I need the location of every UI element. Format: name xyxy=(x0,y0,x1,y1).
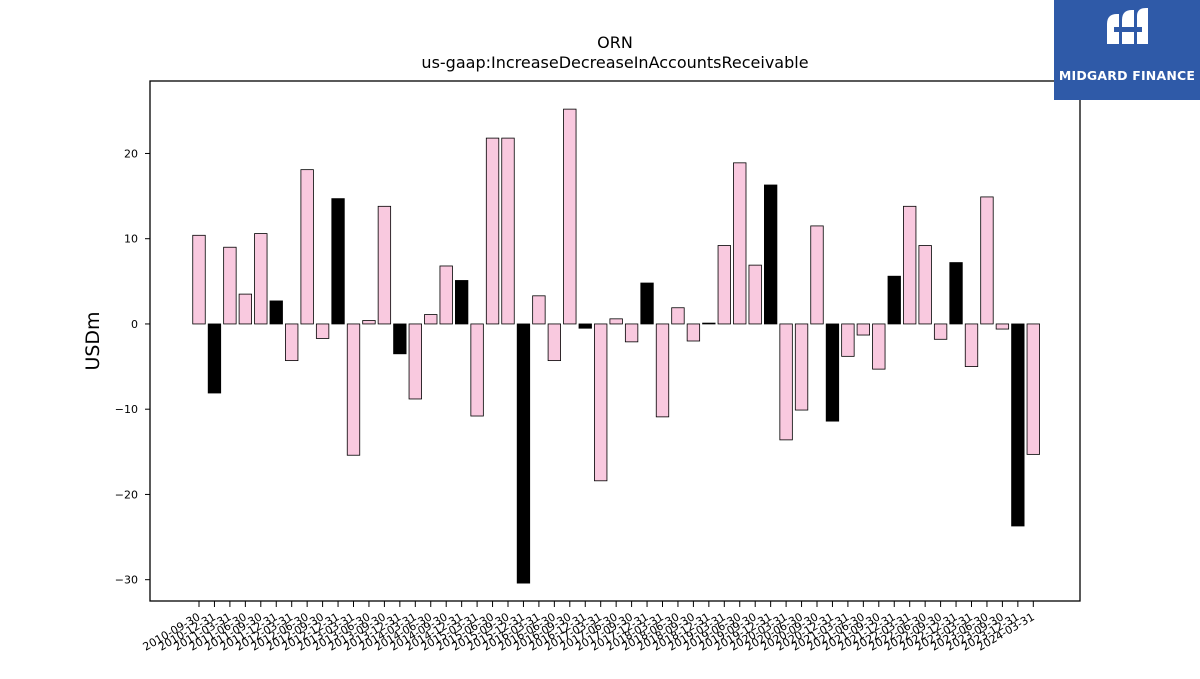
x-axis: 2010-09-302010-12-312011-03-312011-06-30… xyxy=(141,601,1037,654)
bar-2018-06-30 xyxy=(671,307,685,325)
bar-2016-09-30 xyxy=(563,108,577,325)
bar-2020-12-31 xyxy=(825,323,840,422)
y-tick-label: −20 xyxy=(115,488,138,501)
bar-2016-03-31 xyxy=(532,295,546,325)
bar-2020-03-31 xyxy=(779,323,793,441)
midgard-logo-icon xyxy=(1107,8,1148,44)
bars-layer xyxy=(192,108,1040,584)
bar-2014-06-30 xyxy=(424,314,438,325)
bar-2011-09-30 xyxy=(254,233,268,325)
bar-2023-09-30 xyxy=(995,323,1010,330)
brand-name: MIDGARD FINANCE xyxy=(1058,68,1196,83)
bar-2021-12-31 xyxy=(887,275,901,325)
bar-2021-03-31 xyxy=(841,323,855,357)
bar-2022-06-30 xyxy=(918,245,932,325)
bar-2015-09-30 xyxy=(501,137,515,325)
bar-2024-03-31 xyxy=(1026,323,1040,455)
bar-2018-03-31 xyxy=(655,323,670,418)
bar-2011-12-31 xyxy=(269,300,283,325)
bar-2013-03-31 xyxy=(346,323,361,456)
bar-2014-03-31 xyxy=(408,323,422,400)
bar-2015-12-31 xyxy=(516,323,531,584)
y-tick-label: 10 xyxy=(124,233,138,246)
bar-2017-03-31 xyxy=(594,323,608,482)
bar-2014-09-30 xyxy=(439,265,453,325)
bar-2022-12-31 xyxy=(949,262,963,325)
bar-2012-12-31 xyxy=(331,198,345,325)
bar-2013-09-30 xyxy=(377,205,392,325)
bar-2015-06-30 xyxy=(485,137,500,325)
bar-2020-06-30 xyxy=(794,323,809,411)
bar-2012-03-31 xyxy=(285,323,299,362)
bar-2019-03-31 xyxy=(717,245,731,325)
bar-2019-09-30 xyxy=(748,264,762,325)
bar-2017-12-31 xyxy=(640,282,654,325)
bar-2017-06-30 xyxy=(609,318,623,325)
bar-2016-12-31 xyxy=(578,323,592,329)
bar-2023-03-31 xyxy=(964,323,979,367)
bar-2010-12-31 xyxy=(207,323,222,394)
y-tick-label: −10 xyxy=(115,403,138,416)
bar-2022-09-30 xyxy=(933,323,948,340)
y-tick-label: 0 xyxy=(131,318,138,331)
bar-2011-03-31 xyxy=(223,246,237,325)
y-axis-label: USDm xyxy=(82,311,104,370)
bar-2015-03-31 xyxy=(470,323,484,417)
plot-frame xyxy=(149,80,1081,602)
bar-2014-12-31 xyxy=(454,280,469,325)
brand-logo: MIDGARD FINANCE xyxy=(1054,0,1200,100)
bar-2023-06-30 xyxy=(980,196,994,325)
chart-subtitle: us-gaap:IncreaseDecreaseInAccountsReceiv… xyxy=(421,53,808,72)
bar-2018-09-30 xyxy=(686,323,701,342)
bar-2019-06-30 xyxy=(733,162,747,325)
bar-2013-06-30 xyxy=(362,320,376,325)
chart-title: ORN xyxy=(597,33,633,52)
bar-2012-09-30 xyxy=(315,323,330,339)
bar-2017-09-30 xyxy=(624,323,639,343)
bar-2021-06-30 xyxy=(856,323,870,336)
bar-2016-06-30 xyxy=(547,323,561,362)
bar-2011-06-30 xyxy=(238,293,253,325)
bar-2023-12-31 xyxy=(1011,323,1025,527)
bar-2013-12-31 xyxy=(393,323,407,355)
bar-2018-12-31 xyxy=(702,322,716,325)
bar-2019-12-31 xyxy=(764,184,778,325)
bar-2022-03-31 xyxy=(903,205,917,325)
bar-2020-09-30 xyxy=(810,225,824,325)
y-tick-label: 20 xyxy=(124,147,138,160)
bar-2010-09-30 xyxy=(192,234,206,325)
y-axis: −30 −20 −10 0 10 20 xyxy=(115,147,150,587)
bar-2021-09-30 xyxy=(872,323,886,370)
y-tick-label: −30 xyxy=(115,574,138,587)
bar-2012-06-30 xyxy=(300,169,314,325)
